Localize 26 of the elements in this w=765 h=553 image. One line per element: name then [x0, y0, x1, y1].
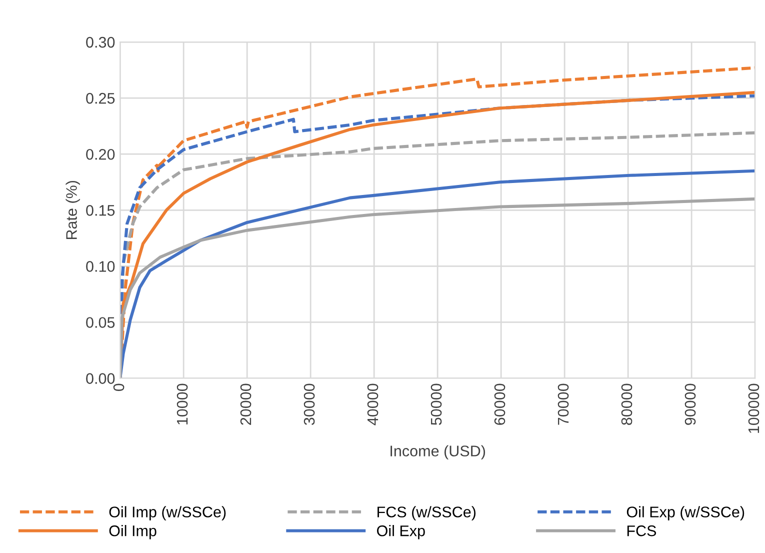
y-axis-title: Rate (%) — [66, 180, 80, 240]
legend-label: Oil Imp — [109, 525, 156, 540]
x-tick-label: 30000 — [304, 384, 315, 426]
x-tick-label: 90000 — [684, 384, 696, 425]
y-tick-label: 0.00 — [86, 373, 115, 384]
y-tick-label: 0.10 — [86, 261, 115, 272]
x-tick-label: 70000 — [558, 384, 569, 425]
x-tick-label: 10000 — [176, 384, 188, 424]
x-tick-label: 60000 — [494, 384, 506, 425]
x-tick-label: 50000 — [430, 384, 442, 425]
x-tick-label: 100000 — [748, 384, 760, 433]
x-axis-title: Income (USD) — [390, 445, 486, 460]
y-tick-label: 0.30 — [86, 36, 115, 48]
x-tick-label: 0 — [113, 384, 124, 392]
legend-label: Oil Exp (w/SSCe) — [626, 506, 744, 520]
y-tick-label: 0.25 — [86, 92, 115, 104]
legend-label: Oil Imp (w/SSCe) — [109, 506, 226, 520]
x-tick-label: 40000 — [367, 384, 378, 426]
y-tick-label: 0.05 — [86, 317, 115, 328]
legend-label: FCS — [627, 525, 656, 536]
legend-label: FCS (w/SSCe) — [378, 506, 476, 520]
legend-label: Oil Exp — [377, 525, 425, 540]
y-tick-label: 0.20 — [86, 148, 115, 160]
x-tick-label: 80000 — [621, 384, 632, 425]
x-tick-label: 20000 — [240, 384, 252, 425]
y-tick-label: 0.15 — [86, 205, 115, 216]
